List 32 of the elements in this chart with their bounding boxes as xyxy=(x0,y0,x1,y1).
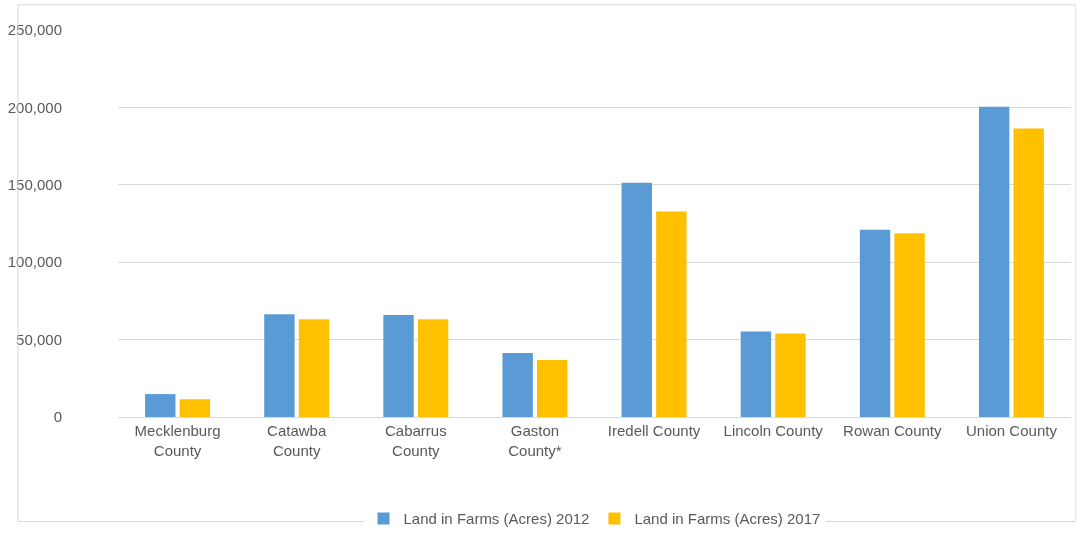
legend-label: Land in Farms (Acres) 2017 xyxy=(634,510,821,528)
bar xyxy=(775,333,806,417)
bar xyxy=(298,319,330,417)
y-tick-label: 250,000 xyxy=(7,21,62,39)
x-tick-label: Rowan County xyxy=(843,422,942,439)
bar xyxy=(502,352,533,417)
bar xyxy=(978,106,1010,417)
y-tick-label: 200,000 xyxy=(7,98,62,116)
bar xyxy=(859,229,891,417)
bar xyxy=(894,233,925,417)
bar xyxy=(264,314,295,417)
y-tick-label: 0 xyxy=(53,408,62,426)
bar xyxy=(740,331,772,417)
bar xyxy=(621,182,652,417)
y-tick-label: 50,000 xyxy=(16,330,62,348)
bar xyxy=(145,394,176,417)
bar xyxy=(537,359,568,417)
x-tick-label: Iredell County xyxy=(607,422,701,439)
y-tick-label: 150,000 xyxy=(7,176,62,194)
x-tick-label: Union County xyxy=(965,422,1058,439)
x-tick-label: Cabarrus County xyxy=(384,422,447,459)
bar xyxy=(383,314,414,417)
legend-label: Land in Farms (Acres) 2012 xyxy=(403,510,590,528)
y-tick-label: 100,000 xyxy=(7,253,62,271)
bar xyxy=(656,211,687,417)
x-tick-label: Lincoln County xyxy=(723,422,824,439)
x-tick-label: Mecklenburg County xyxy=(134,422,221,459)
bar xyxy=(1013,128,1044,417)
bar xyxy=(179,399,211,417)
bar xyxy=(417,319,449,417)
x-tick-label: Gaston County* xyxy=(508,422,562,459)
x-tick-label: Catawba County xyxy=(267,422,327,459)
